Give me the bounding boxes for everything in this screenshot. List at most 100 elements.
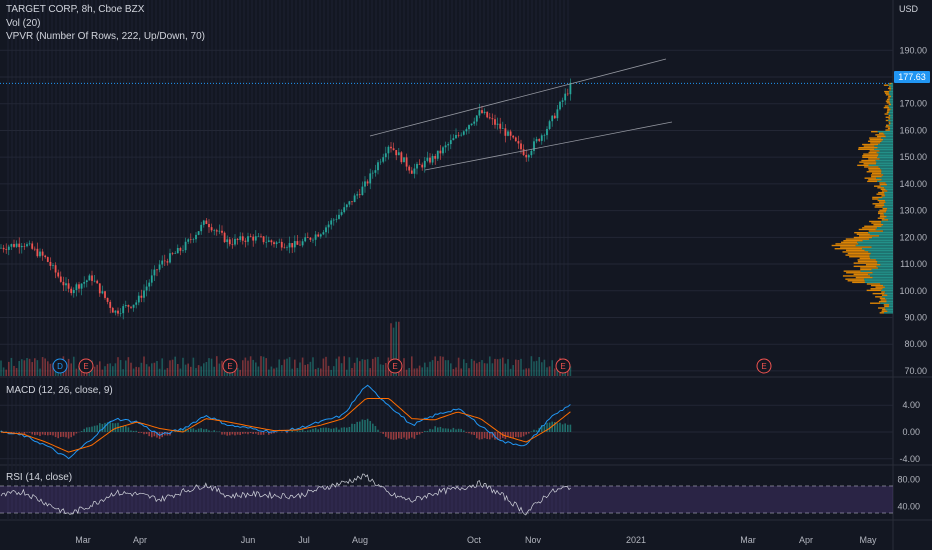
- volume-bar: [468, 368, 470, 376]
- macd-histogram-bar: [44, 432, 46, 436]
- macd-histogram-bar: [392, 432, 395, 440]
- macd-histogram-bar: [65, 432, 67, 438]
- macd-histogram-bar: [91, 426, 93, 432]
- vpvr-down-row: [887, 110, 890, 112]
- volume-bar: [366, 359, 369, 376]
- vpvr-up-row: [870, 257, 893, 260]
- macd-histogram-bar: [236, 432, 239, 435]
- candle-body: [561, 100, 564, 102]
- volume-bar: [429, 361, 431, 376]
- candle-body: [429, 157, 431, 163]
- volume-bar: [301, 357, 304, 376]
- vpvr-up-row: [889, 94, 893, 96]
- vpvr-up-row: [869, 254, 893, 256]
- volume-bar: [249, 356, 252, 376]
- axes: 70.00 80.00 90.00 100.00 110.00 120.00 130.00 1…: [75, 45, 927, 545]
- volume-bar: [291, 368, 293, 376]
- vpvr-up-row: [891, 95, 893, 98]
- price-tick-label: 190.00: [899, 45, 927, 55]
- volume-bar: [434, 356, 436, 376]
- vpvr-up-row: [858, 243, 893, 245]
- candle-body: [104, 291, 106, 298]
- macd-histogram-bar: [411, 432, 413, 438]
- vpvr-down-row: [869, 220, 882, 223]
- volume-bar: [174, 356, 176, 376]
- macd-histogram-bar: [494, 432, 496, 440]
- vpvr-down-row: [882, 308, 886, 311]
- volume-bar: [75, 368, 78, 376]
- vpvr-down-row: [875, 134, 885, 136]
- volume-bar: [457, 357, 460, 376]
- event-marker[interactable]: E: [78, 358, 94, 374]
- volume-bar: [416, 368, 418, 376]
- candle-body: [322, 232, 325, 235]
- volume-bar: [216, 356, 218, 376]
- macd-legend[interactable]: MACD (12, 26, close, 9): [6, 385, 113, 396]
- candle-body: [140, 295, 143, 298]
- macd-histogram-bar: [569, 424, 572, 432]
- candle-body: [135, 302, 138, 305]
- candle-body: [150, 275, 153, 283]
- vpvr-up-row: [881, 171, 893, 173]
- candle-body: [208, 223, 210, 228]
- event-marker[interactable]: E: [222, 358, 238, 374]
- candle-body: [18, 243, 21, 248]
- vpvr-up-row: [878, 143, 893, 146]
- price-tick-label: 150.00: [899, 152, 927, 162]
- vpvr-up-row: [875, 259, 893, 261]
- macd-histogram-bar: [473, 432, 475, 436]
- candle-body: [278, 241, 281, 243]
- macd-histogram-bar: [437, 427, 439, 432]
- volume-bar: [164, 369, 166, 376]
- macd-histogram-bar: [356, 421, 358, 432]
- macd-histogram-bar: [145, 432, 148, 434]
- vpvr-down-row: [871, 284, 884, 287]
- candle-body: [540, 135, 543, 141]
- vpvr-down-row: [878, 191, 885, 194]
- candle-body: [215, 230, 218, 232]
- event-marker[interactable]: E: [387, 358, 403, 374]
- vpvr-down-row: [879, 183, 887, 186]
- macd-histogram-bar: [335, 427, 338, 432]
- macd-histogram-bar: [268, 432, 270, 435]
- candle-body: [26, 244, 28, 247]
- candle-body: [538, 139, 541, 141]
- volume-bar: [377, 356, 379, 376]
- macd-histogram-bar: [390, 432, 392, 440]
- vpvr-down-row: [878, 132, 884, 134]
- trend-channel[interactable]: [369, 58, 673, 171]
- volume-bar: [299, 362, 301, 376]
- vpvr-up-row: [884, 214, 893, 216]
- vpvr-up-row: [869, 238, 893, 240]
- macd-tick-label: 4.00: [902, 400, 920, 410]
- volume-bar: [99, 361, 101, 376]
- vpvr-down-row: [849, 256, 870, 258]
- vpvr-up-row: [887, 294, 893, 296]
- volume-legend[interactable]: Vol (20): [6, 18, 41, 29]
- volume-bar: [49, 363, 52, 376]
- macd-histogram-bar: [486, 432, 488, 440]
- vpvr-legend[interactable]: VPVR (Number Of Rows, 222, Up/Down, 70): [6, 31, 205, 42]
- volume-bar: [5, 369, 7, 376]
- vpvr-up-row: [890, 122, 893, 125]
- time-tick-label: Mar: [740, 535, 756, 545]
- vpvr-up-row: [875, 163, 893, 165]
- candle-body: [382, 157, 385, 162]
- event-marker[interactable]: D: [52, 358, 68, 374]
- candle-body: [91, 275, 93, 281]
- event-marker[interactable]: E: [555, 358, 571, 374]
- candle-body: [228, 239, 231, 245]
- vpvr-down-row: [865, 264, 881, 266]
- vpvr-up-row: [876, 151, 893, 154]
- event-marker[interactable]: E: [756, 358, 772, 374]
- volume-bar: [551, 360, 553, 376]
- candle-body: [309, 237, 312, 240]
- candle-body: [421, 164, 424, 168]
- symbol-legend[interactable]: TARGET CORP, 8h, Cboe BZX: [6, 4, 145, 15]
- vpvr-up-row: [878, 153, 893, 155]
- candle-body: [460, 134, 463, 136]
- rsi-legend[interactable]: RSI (14, close): [6, 472, 73, 483]
- candle-body: [7, 246, 10, 250]
